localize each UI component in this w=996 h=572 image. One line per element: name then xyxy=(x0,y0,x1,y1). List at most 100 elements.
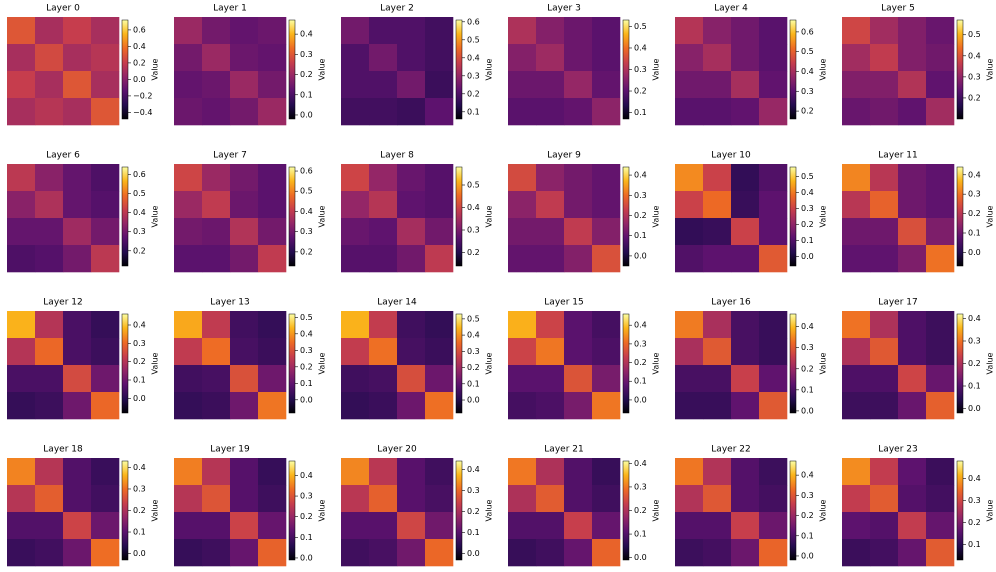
heatmap-cell xyxy=(258,458,287,486)
heatmap-cell xyxy=(564,164,593,192)
heatmap-cell xyxy=(7,485,36,513)
heatmap-cell xyxy=(91,485,120,513)
heatmap-cell xyxy=(7,392,36,420)
heatmap-cell xyxy=(91,191,120,219)
heatmap-cell xyxy=(174,458,203,486)
heatmap-cell xyxy=(230,365,259,393)
colorbar xyxy=(622,460,630,561)
heatmap-cell xyxy=(508,392,537,420)
heatmap-cell xyxy=(425,458,454,486)
panel-title: Layer 9 xyxy=(547,151,581,161)
colorbar-tick-label: 0.4 xyxy=(467,465,480,474)
heatmap-cell xyxy=(842,218,871,246)
colorbar-label: Value xyxy=(986,352,995,374)
colorbar-tick-label: 0.3 xyxy=(300,346,313,355)
heatmap-cell xyxy=(174,539,203,567)
colorbar xyxy=(288,19,296,120)
panel-title: Layer 15 xyxy=(544,298,583,308)
panel-title: Layer 23 xyxy=(878,445,917,455)
heatmap-cell xyxy=(63,71,92,99)
colorbar xyxy=(622,19,630,120)
heatmap-cell xyxy=(759,392,788,420)
heatmap-cell xyxy=(7,44,36,72)
heatmap-cell xyxy=(35,44,64,72)
heatmap-cell xyxy=(870,539,899,567)
heatmap-cell xyxy=(63,539,92,567)
heatmap-cell xyxy=(369,191,398,219)
heatmap-cell xyxy=(341,98,370,126)
colorbar xyxy=(288,166,296,267)
heatmap-cell xyxy=(369,392,398,420)
heatmap-cell xyxy=(230,98,259,126)
heatmap-cell xyxy=(675,485,704,513)
heatmap-cell xyxy=(564,365,593,393)
heatmap-cell xyxy=(675,311,704,339)
heatmap-cell xyxy=(703,512,732,540)
heatmap-cell xyxy=(564,44,593,72)
colorbar xyxy=(622,313,630,414)
heatmap-cell xyxy=(842,17,871,45)
heatmap-cell xyxy=(230,311,259,339)
heatmap-cell xyxy=(341,458,370,486)
colorbar-tick-label: 0.5 xyxy=(801,172,814,181)
panel-title: Layer 12 xyxy=(43,298,82,308)
heatmap-cell xyxy=(341,44,370,72)
heatmap-cell xyxy=(536,164,565,192)
heatmap-cell xyxy=(898,311,927,339)
heatmap-cell xyxy=(564,245,593,273)
heatmap-cell xyxy=(675,392,704,420)
colorbar-label: Value xyxy=(652,205,661,227)
heatmap-cell xyxy=(91,218,120,246)
heatmap-cell xyxy=(174,98,203,126)
colorbar-tick-label: 0.3 xyxy=(300,227,313,236)
heatmap-cell xyxy=(731,245,760,273)
colorbar-tick-label: 0.2 xyxy=(801,220,814,229)
colorbar-label: Value xyxy=(986,499,995,521)
colorbar-tick-label: 0.2 xyxy=(634,211,647,220)
heatmap-cell xyxy=(870,392,899,420)
heatmap-cell xyxy=(230,164,259,192)
colorbar-tick-label: 0.3 xyxy=(801,204,814,213)
colorbar-tick-label: 0.1 xyxy=(968,540,981,549)
heatmap-cell xyxy=(202,458,231,486)
heatmap-cell xyxy=(397,17,426,45)
heatmap-cell xyxy=(369,245,398,273)
heatmap-cell xyxy=(731,458,760,486)
heatmap-cell xyxy=(63,218,92,246)
heatmap-cell xyxy=(258,512,287,540)
colorbar-tick-label: 0.1 xyxy=(133,528,146,537)
heatmap-cell xyxy=(703,311,732,339)
heatmap-cell xyxy=(35,485,64,513)
heatmap-cell xyxy=(230,71,259,99)
heatmap-cell xyxy=(258,539,287,567)
colorbar-tick-label: 0.4 xyxy=(968,51,981,60)
heatmap-cell xyxy=(91,458,120,486)
colorbar-tick-label: −0.4 xyxy=(133,108,152,117)
colorbar-tick-label: 0.0 xyxy=(300,395,313,404)
colorbar xyxy=(455,166,463,267)
heatmap-cell xyxy=(258,98,287,126)
colorbar-tick-label: 0.4 xyxy=(801,67,814,76)
heatmap-cell xyxy=(926,71,955,99)
heatmap-cell xyxy=(675,218,704,246)
panel-title: Layer 17 xyxy=(878,298,917,308)
heatmap-cell xyxy=(63,164,92,192)
heatmap-cell xyxy=(397,98,426,126)
heatmap-cell xyxy=(341,218,370,246)
heatmap-cell xyxy=(508,44,537,72)
heatmap-cell xyxy=(898,458,927,486)
heatmap-cell xyxy=(425,539,454,567)
heatmap-cell xyxy=(759,164,788,192)
panel-title: Layer 6 xyxy=(46,151,80,161)
heatmap-cell xyxy=(592,164,621,192)
heatmap-cell xyxy=(759,311,788,339)
heatmap-cell xyxy=(508,539,537,567)
heatmap-cell xyxy=(898,17,927,45)
heatmap-cell xyxy=(898,245,927,273)
heatmap-cell xyxy=(592,44,621,72)
heatmap-cell xyxy=(425,365,454,393)
heatmap-cell xyxy=(397,164,426,192)
colorbar-tick-label: 0.3 xyxy=(467,347,480,356)
heatmap-cell xyxy=(35,458,64,486)
colorbar-label: Value xyxy=(318,352,327,374)
